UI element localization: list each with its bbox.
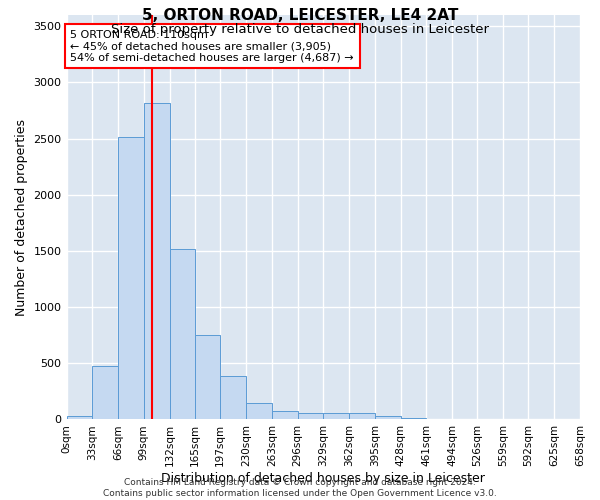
Text: Size of property relative to detached houses in Leicester: Size of property relative to detached ho… xyxy=(111,22,489,36)
Bar xyxy=(92,366,118,420)
Bar xyxy=(375,416,401,420)
Bar xyxy=(118,138,144,420)
Bar xyxy=(144,102,170,420)
Text: 5 ORTON ROAD: 110sqm
← 45% of detached houses are smaller (3,905)
54% of semi-de: 5 ORTON ROAD: 110sqm ← 45% of detached h… xyxy=(70,30,354,63)
Bar xyxy=(426,419,452,420)
Bar xyxy=(401,418,426,420)
Bar xyxy=(349,414,375,420)
Y-axis label: Number of detached properties: Number of detached properties xyxy=(15,118,28,316)
Text: 5, ORTON ROAD, LEICESTER, LE4 2AT: 5, ORTON ROAD, LEICESTER, LE4 2AT xyxy=(142,8,458,22)
Bar xyxy=(272,411,298,420)
Text: Contains HM Land Registry data © Crown copyright and database right 2024.
Contai: Contains HM Land Registry data © Crown c… xyxy=(103,478,497,498)
Bar xyxy=(323,414,349,420)
Bar xyxy=(170,248,195,420)
Bar xyxy=(246,403,272,419)
Bar xyxy=(220,376,246,420)
Bar xyxy=(195,335,220,419)
Bar xyxy=(298,414,323,420)
Bar xyxy=(67,416,92,420)
X-axis label: Distribution of detached houses by size in Leicester: Distribution of detached houses by size … xyxy=(161,472,485,485)
